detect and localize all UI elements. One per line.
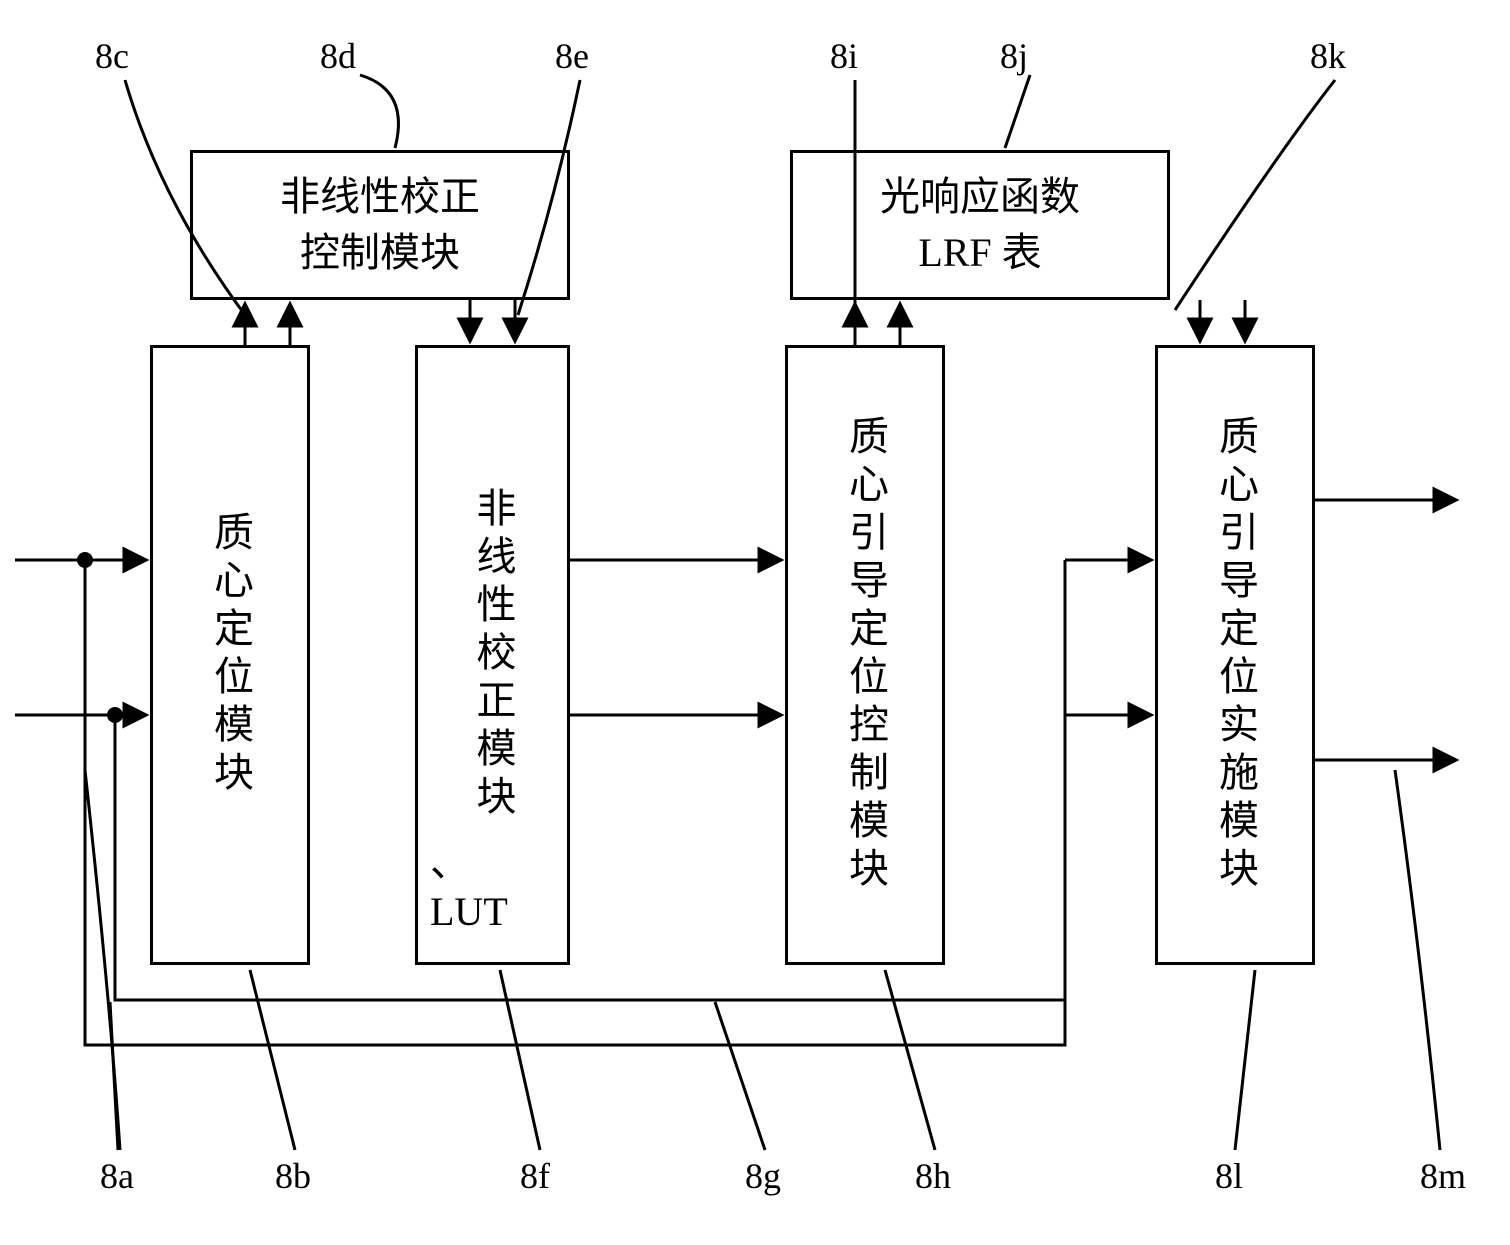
label-8l: 8l xyxy=(1215,1155,1243,1197)
nonlinear-mod-col1: 非线性校正模块 xyxy=(463,487,523,823)
nonlinear-mod-lut: 、 LUT xyxy=(430,830,508,935)
lrf-table-box: 光响应函数 LRF 表 xyxy=(790,150,1170,300)
label-8d: 8d xyxy=(320,35,356,77)
label-8g: 8g xyxy=(745,1155,781,1197)
lrf-line1: 光响应函数 xyxy=(880,174,1080,219)
label-8f: 8f xyxy=(520,1155,550,1197)
label-8e: 8e xyxy=(555,35,589,77)
label-8i: 8i xyxy=(830,35,858,77)
guide-ctrl-text: 质心引导定位控制模块 xyxy=(835,415,895,895)
centroid-guide-positioning-control-box: 质心引导定位控制模块 xyxy=(785,345,945,965)
nonlinear-mod-lut-text: LUT xyxy=(430,889,508,934)
diagram-container: 8c 8d 8e 8i 8j 8k 8a 8b 8f 8g 8h 8l 8m 非… xyxy=(0,0,1510,1245)
centroid-guide-positioning-impl-box: 质心引导定位实施模块 xyxy=(1155,345,1315,965)
nonlinear-ctrl-line1: 非线性校正 xyxy=(280,174,480,219)
nonlinear-ctrl-text: 非线性校正 控制模块 xyxy=(280,169,480,281)
label-8k: 8k xyxy=(1310,35,1346,77)
label-8m: 8m xyxy=(1420,1155,1466,1197)
nonlinear-correction-control-box: 非线性校正 控制模块 xyxy=(190,150,570,300)
label-8j: 8j xyxy=(1000,35,1028,77)
lrf-text: 光响应函数 LRF 表 xyxy=(880,169,1080,281)
centroid-positioning-box: 质心定位模块 xyxy=(150,345,310,965)
nonlinear-mod-punct: 、 xyxy=(430,840,470,885)
centroid-pos-text: 质心定位模块 xyxy=(200,511,260,799)
nonlinear-mod-wrap: 非线性校正模块 xyxy=(463,487,523,823)
label-8b: 8b xyxy=(275,1155,311,1197)
label-8h: 8h xyxy=(915,1155,951,1197)
lrf-line2: LRF 表 xyxy=(918,230,1041,275)
nonlinear-ctrl-line2: 控制模块 xyxy=(300,230,460,275)
label-8c: 8c xyxy=(95,35,129,77)
guide-impl-text: 质心引导定位实施模块 xyxy=(1205,415,1265,895)
label-8a: 8a xyxy=(100,1155,134,1197)
